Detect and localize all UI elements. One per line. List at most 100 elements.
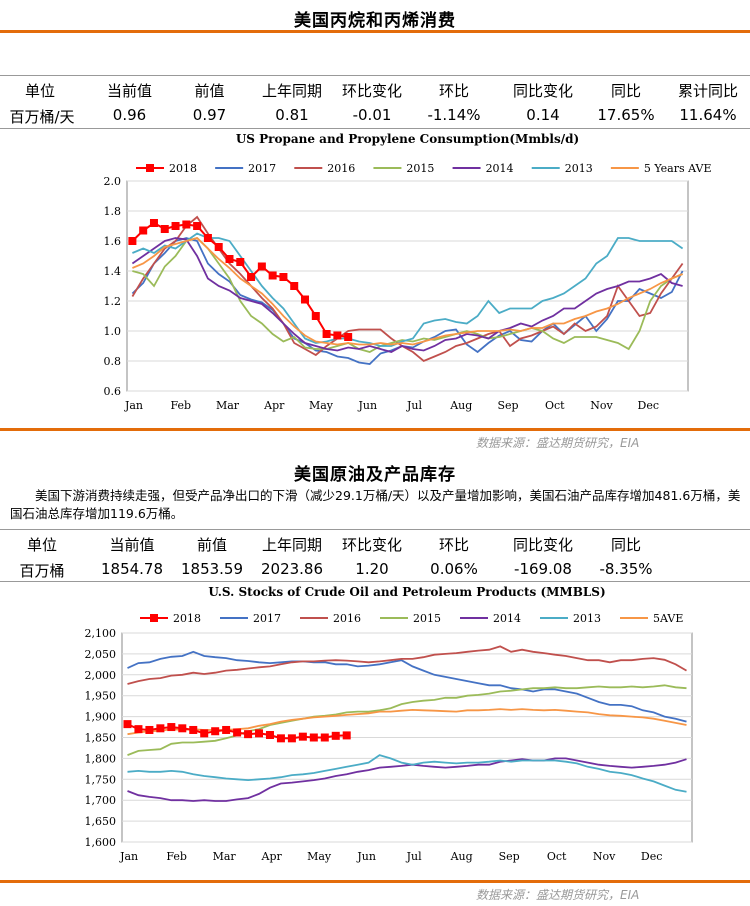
x-tick-label: Aug xyxy=(450,850,473,863)
data-point xyxy=(214,243,223,251)
table2-header-cell: 前值 xyxy=(196,536,227,554)
data-point xyxy=(301,295,310,304)
x-tick-label: Apr xyxy=(263,399,285,412)
data-point xyxy=(233,728,242,737)
data-point xyxy=(171,222,180,230)
y-tick-label: 1,800 xyxy=(85,752,117,765)
x-tick-label: Jul xyxy=(406,850,422,863)
legend-label: 2017 xyxy=(253,612,281,625)
data-point xyxy=(145,725,154,734)
series-line xyxy=(127,684,687,756)
data-point xyxy=(322,330,331,338)
data-point xyxy=(290,282,299,290)
y-tick-label: 1.8 xyxy=(104,205,122,218)
legend-marker xyxy=(150,614,158,622)
data-point xyxy=(156,724,165,733)
x-tick-label: Sep xyxy=(499,850,520,863)
table1-header-cell: 上年同期 xyxy=(261,82,322,100)
crude-petroleum-stocks-chart: U.S. Stocks of Crude Oil and Petroleum P… xyxy=(85,585,693,863)
data-point xyxy=(257,262,266,271)
table1-value-cell: 百万桶/天 xyxy=(9,108,75,126)
y-tick-label: 1,750 xyxy=(85,773,117,786)
legend-label: 2013 xyxy=(573,612,601,625)
data-point xyxy=(222,725,231,734)
legend-label: 5AVE xyxy=(653,612,683,625)
table1-header-cell: 前值 xyxy=(194,82,225,100)
table2-header-cell: 单位 xyxy=(26,536,57,554)
y-tick-label: 2.0 xyxy=(104,175,122,188)
legend-label: 2013 xyxy=(565,162,593,175)
section1-bottom-rule xyxy=(0,428,750,431)
table1-value-cell: 0.81 xyxy=(275,106,309,124)
y-tick-label: 1,950 xyxy=(85,690,117,703)
legend-marker xyxy=(146,164,154,172)
table1-top-rule xyxy=(0,75,750,76)
data-point xyxy=(200,729,209,738)
legend-label: 2018 xyxy=(173,612,201,625)
legend-label: 2015 xyxy=(406,162,434,175)
data-point xyxy=(134,725,143,734)
y-tick-label: 2,000 xyxy=(85,669,117,682)
data-point xyxy=(342,731,351,740)
data-point xyxy=(309,733,318,742)
data-point xyxy=(123,720,132,729)
data-point xyxy=(255,729,264,738)
legend-label: 2018 xyxy=(169,162,197,175)
data-point xyxy=(320,733,329,742)
table1-header-cell: 单位 xyxy=(24,82,55,100)
table2-value-cell: 百万桶 xyxy=(19,562,65,580)
table1-header-cell: 累计同比 xyxy=(677,82,738,100)
x-tick-label: May xyxy=(307,850,332,863)
x-tick-label: Sep xyxy=(497,399,518,412)
x-tick-label: Mar xyxy=(213,850,237,863)
data-point xyxy=(331,731,340,740)
x-tick-label: Feb xyxy=(170,399,191,412)
table2-value-cell: -8.35% xyxy=(599,560,653,578)
table2-header-cell: 环比变化 xyxy=(341,536,402,554)
data-point xyxy=(276,734,285,743)
section2-note: 美国下游消费持续走强，但受产品净出口的下滑（减少29.1万桶/天）以及产量增加影… xyxy=(10,488,741,521)
x-tick-label: Mar xyxy=(216,399,240,412)
data-point xyxy=(247,273,256,281)
data-point xyxy=(160,225,169,233)
data-point xyxy=(211,727,220,736)
data-point xyxy=(193,222,202,230)
y-tick-label: 0.8 xyxy=(104,355,122,368)
y-tick-label: 1.0 xyxy=(104,325,122,338)
y-tick-label: 1,700 xyxy=(85,794,117,807)
table2-value-cell: 1853.59 xyxy=(180,560,244,578)
series-line xyxy=(131,237,683,353)
x-tick-label: Oct xyxy=(547,850,567,863)
legend-label: 2016 xyxy=(327,162,355,175)
data-point xyxy=(244,730,253,739)
section1-title: 美国丙烷和丙烯消费 xyxy=(294,11,456,31)
y-tick-label: 2,050 xyxy=(85,648,117,661)
data-point xyxy=(333,331,342,340)
propane-consumption-chart: US Propane and Propylene Consumption(Mmb… xyxy=(104,132,712,412)
table1-header-cell: 环比 xyxy=(438,82,469,100)
table2-top-rule xyxy=(0,529,750,530)
data-point xyxy=(236,258,245,266)
x-tick-label: Jun xyxy=(356,850,376,863)
x-tick-label: Dec xyxy=(641,850,663,863)
x-tick-label: Jun xyxy=(357,399,377,412)
y-tick-label: 1,850 xyxy=(85,732,117,745)
y-tick-label: 1.6 xyxy=(104,235,122,248)
legend-label: 2014 xyxy=(493,612,521,625)
x-tick-label: Jan xyxy=(124,399,143,412)
data-point xyxy=(265,730,274,739)
section1-source: 数据来源：盛达期货研究，EIA xyxy=(476,436,640,450)
chart-title: U.S. Stocks of Crude Oil and Petroleum P… xyxy=(208,585,605,599)
table1-value-cell: 0.96 xyxy=(112,106,147,124)
x-tick-label: Jul xyxy=(406,399,422,412)
table2-header-cell: 同比变化 xyxy=(512,536,573,554)
series-line xyxy=(127,754,687,793)
data-point xyxy=(287,734,296,743)
x-tick-label: May xyxy=(309,399,334,412)
table1-value-cell: 17.65% xyxy=(597,106,655,124)
table2-value-cell: 1854.78 xyxy=(100,560,164,578)
data-point xyxy=(149,219,158,227)
x-tick-label: Feb xyxy=(166,850,187,863)
data-point xyxy=(178,724,187,733)
x-tick-label: Oct xyxy=(545,399,565,412)
